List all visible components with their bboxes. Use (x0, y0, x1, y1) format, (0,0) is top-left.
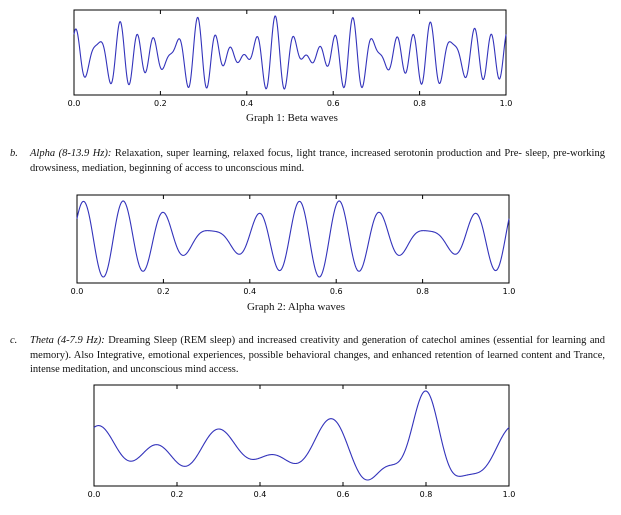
item-marker-b: b. (10, 148, 18, 159)
alpha-wave-svg: 0.0 0.2 0.4 0.6 0.8 1.0 (71, 194, 516, 296)
x-tick-label-5: 1.0 (503, 490, 516, 499)
wave-series-line-0 (76, 200, 510, 278)
graph2-caption: Graph 2: Alpha waves (246, 301, 346, 313)
beta-wave-svg: 0.0 0.2 0.4 0.6 0.8 1.0 (68, 9, 513, 108)
graph1-caption: Graph 1: Beta waves (246, 112, 338, 124)
theta-description-body: Theta (4-7.9 Hz): Dreaming Sleep (REM sl… (30, 334, 605, 378)
theta-wave-svg: 0.0 0.2 0.4 0.6 0.8 1.0 (88, 384, 516, 499)
plot-frame (76, 194, 510, 284)
theta-text: Dreaming Sleep (REM sleep) and increased… (30, 335, 605, 375)
theta-term: Theta (4-7.9 Hz): (30, 335, 105, 346)
x-tick-label-2: 0.4 (240, 99, 253, 108)
x-tick-label-1: 0.2 (171, 490, 184, 499)
alpha-wave-chart: 0.0 0.2 0.4 0.6 0.8 1.0 (65, 194, 525, 299)
x-tick-label-3: 0.6 (330, 287, 343, 296)
plot-frame (93, 384, 510, 487)
x-tick-label-4: 0.8 (416, 287, 429, 296)
x-tick-label-4: 0.8 (420, 490, 433, 499)
wave-series-line-0 (73, 15, 507, 90)
theta-wave-chart: 0.0 0.2 0.4 0.6 0.8 1.0 (82, 384, 522, 507)
alpha-description-body: Alpha (8-13.9 Hz): Relaxation, super lea… (30, 147, 605, 176)
x-tick-label-0: 0.0 (88, 490, 101, 499)
theta-description: c. Theta (4-7.9 Hz): Dreaming Sleep (REM… (10, 334, 605, 380)
alpha-description: b. Alpha (8-13.9 Hz): Relaxation, super … (10, 147, 605, 179)
x-tick-label-5: 1.0 (503, 287, 516, 296)
alpha-text: Relaxation, super learning, relaxed focu… (30, 148, 605, 174)
x-tick-label-1: 0.2 (154, 99, 167, 108)
item-marker-c: c. (10, 335, 18, 346)
x-tick-label-0: 0.0 (68, 99, 81, 108)
x-tick-label-3: 0.6 (327, 99, 340, 108)
x-tick-label-3: 0.6 (337, 490, 350, 499)
wave-series-line-0 (93, 390, 510, 481)
plot-frame (73, 9, 507, 96)
beta-wave-chart: 0.0 0.2 0.4 0.6 0.8 1.0 (62, 9, 522, 114)
x-tick-label-0: 0.0 (71, 287, 84, 296)
x-tick-label-5: 1.0 (500, 99, 513, 108)
x-tick-label-2: 0.4 (254, 490, 267, 499)
x-tick-label-2: 0.4 (243, 287, 256, 296)
x-tick-label-4: 0.8 (413, 99, 426, 108)
alpha-term: Alpha (8-13.9 Hz): (30, 148, 112, 159)
x-tick-label-1: 0.2 (157, 287, 170, 296)
